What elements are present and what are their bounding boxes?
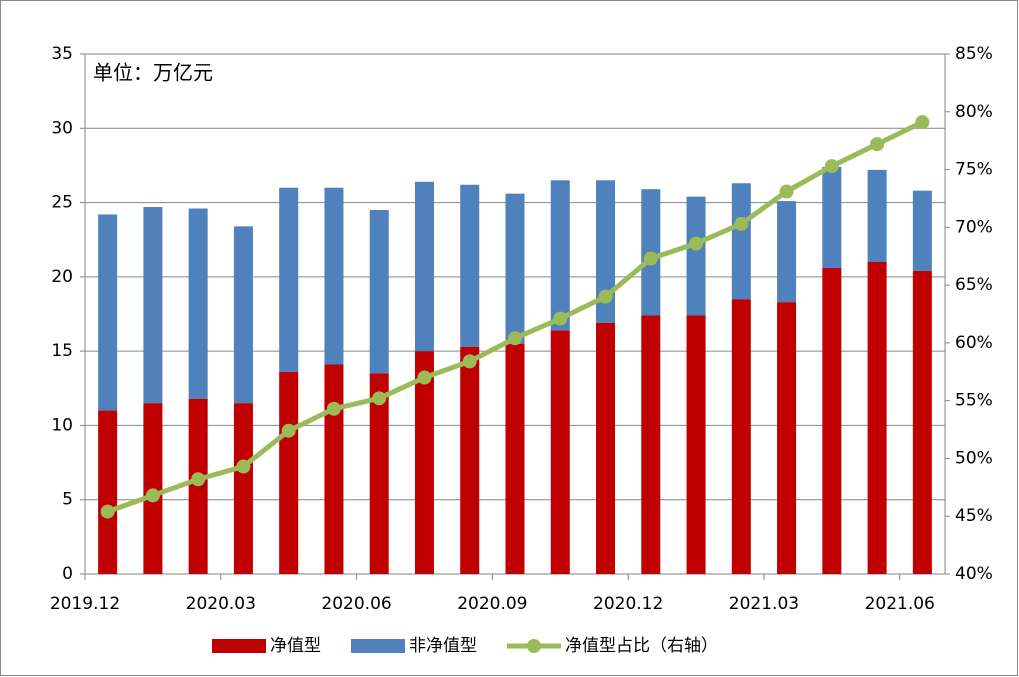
bar [188, 208, 208, 399]
line-marker [553, 311, 568, 326]
line-marker [734, 216, 749, 231]
line-marker [824, 159, 839, 174]
bar [414, 351, 434, 574]
y2-tick-label: 80% [955, 102, 993, 122]
y-tick-label: 35 [51, 44, 73, 64]
line-marker [281, 423, 296, 438]
bar [867, 262, 887, 574]
y2-tick-label: 55% [955, 391, 993, 411]
bar [460, 184, 480, 347]
y2-tick-label: 60% [955, 333, 993, 353]
bar [324, 364, 344, 574]
legend-label: 非净值型 [409, 636, 477, 656]
line-marker [870, 137, 885, 152]
y-tick-label: 5 [62, 490, 73, 510]
bar [912, 190, 932, 271]
y-tick-label: 30 [51, 118, 73, 138]
line-marker [915, 115, 930, 130]
y2-tick-label: 70% [955, 217, 993, 237]
bar [596, 180, 616, 323]
x-tick-label: 2020.03 [186, 594, 256, 614]
y-tick-label: 20 [51, 267, 73, 287]
bar [98, 214, 118, 411]
line-marker [372, 391, 387, 406]
bar [686, 315, 706, 574]
x-tick-label: 2021.06 [865, 594, 935, 614]
line-marker [236, 459, 251, 474]
x-tick-label: 2020.12 [593, 594, 663, 614]
x-tick-label: 2020.06 [321, 594, 391, 614]
legend-label: 净值型占比（右轴） [565, 636, 718, 656]
line-marker [100, 504, 115, 519]
bar [233, 403, 253, 574]
bar [777, 201, 797, 303]
legend-swatch [351, 639, 405, 653]
bar [731, 183, 751, 300]
bar [369, 210, 389, 374]
bar [867, 169, 887, 262]
bar [912, 270, 932, 574]
bar [414, 181, 434, 352]
x-tick-label: 2021.03 [729, 594, 799, 614]
bar [505, 343, 525, 574]
bar [279, 371, 299, 574]
line-marker [145, 488, 160, 503]
bar [641, 315, 661, 574]
line-marker [191, 472, 206, 487]
bar [686, 196, 706, 316]
bar [822, 166, 842, 268]
line-marker [689, 236, 704, 251]
bar [279, 187, 299, 372]
bar [550, 330, 570, 574]
bar [596, 322, 616, 574]
y2-tick-label: 50% [955, 448, 993, 468]
bar [731, 299, 751, 574]
y-tick-label: 15 [51, 341, 73, 361]
bar [369, 373, 389, 574]
line-marker [462, 354, 477, 369]
x-tick-label: 2019.12 [50, 594, 120, 614]
y-tick-label: 0 [62, 564, 73, 584]
y2-tick-label: 65% [955, 275, 993, 295]
y-tick-label: 10 [51, 415, 73, 435]
bar [460, 346, 480, 574]
line-marker [598, 289, 613, 304]
y2-tick-label: 45% [955, 506, 993, 526]
line-marker [417, 370, 432, 385]
y2-tick-label: 75% [955, 160, 993, 180]
line-marker [779, 184, 794, 199]
y2-tick-label: 85% [955, 44, 993, 64]
bar [777, 302, 797, 574]
bar [505, 193, 525, 344]
bar [233, 226, 253, 404]
legend-marker [527, 639, 541, 653]
bar [822, 267, 842, 574]
line-marker [643, 251, 658, 266]
line-marker [326, 401, 341, 416]
bar [550, 180, 570, 331]
annotation: 单位：万亿元 [93, 61, 213, 85]
bar [324, 187, 344, 365]
y2-tick-label: 40% [955, 564, 993, 584]
bar [188, 398, 208, 574]
bar [143, 207, 163, 404]
x-tick-label: 2020.09 [457, 594, 527, 614]
bar [98, 410, 118, 574]
legend-swatch [212, 639, 266, 653]
legend-label: 净值型 [270, 636, 321, 656]
line-marker [508, 331, 522, 346]
y-tick-label: 25 [51, 193, 73, 213]
